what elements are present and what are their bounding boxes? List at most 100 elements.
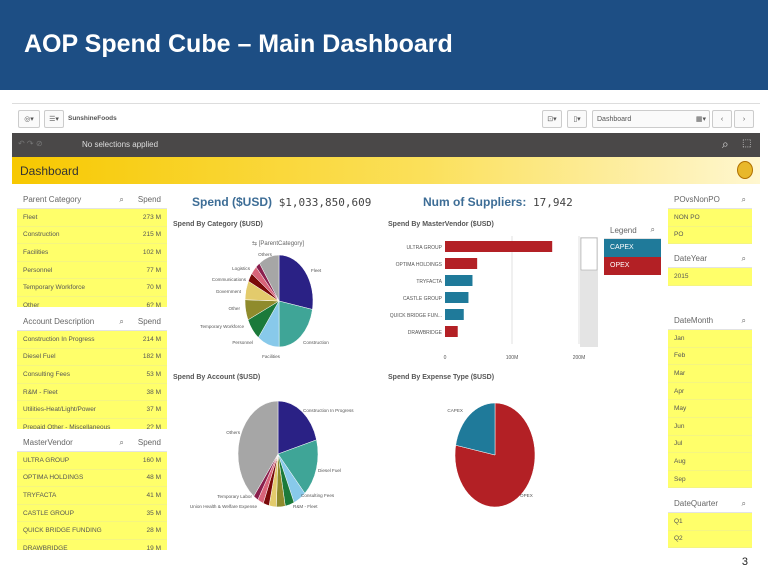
pie-slice[interactable]	[278, 254, 314, 310]
pie-slice[interactable]	[237, 400, 279, 497]
list-item[interactable]: Prepaid Other - Miscellaneous 2? M	[17, 418, 167, 429]
item-value: 53 M	[146, 370, 161, 378]
suppliers-value: 17,942	[533, 196, 573, 209]
item-value: 214 M	[142, 335, 161, 343]
filter-value[interactable]: Aug	[668, 453, 752, 471]
pie-slice[interactable]	[278, 300, 313, 348]
parent-category-listbox[interactable]: Parent Category ⌕ Spend Fleet 273 M Construct…	[17, 191, 167, 307]
list-item[interactable]: Temporary Workforce 70 M	[17, 279, 167, 297]
item-label: Prepaid Other - Miscellaneous	[23, 423, 111, 429]
list-item[interactable]: CASTLE GROUP 35 M	[17, 504, 167, 523]
list-item[interactable]: TRYFACTA 41 M	[17, 487, 167, 505]
sheet-selector[interactable]: Dashboard ▦▾	[592, 110, 710, 128]
expense-chart-title: Spend By Expense Type ($USD)	[388, 374, 495, 381]
list-item[interactable]: Facilities 102 M	[17, 244, 167, 262]
list-item[interactable]: Other 6? M	[17, 296, 167, 307]
filter-value[interactable]: Q2	[668, 530, 752, 549]
bar-label: ULTRA GROUP	[407, 245, 443, 251]
item-label: Personnel	[23, 266, 53, 274]
bar[interactable]	[445, 309, 464, 320]
value-label: Jun	[674, 422, 685, 430]
slice-label: R&M - Fleet	[293, 504, 318, 509]
list-item[interactable]: OPTIMA HOLDINGS 48 M	[17, 469, 167, 488]
filter-value[interactable]: May	[668, 400, 752, 418]
app-name: SunshineFoods	[68, 115, 117, 122]
pie-slice[interactable]	[277, 400, 317, 455]
list-item[interactable]: Consulting Fees 53 M	[17, 366, 167, 384]
list-item[interactable]: Construction 215 M	[17, 226, 167, 245]
selection-back-icon[interactable]: ↶ ↷ ⊘	[18, 139, 43, 148]
slice-label: Construction In Progress	[303, 408, 354, 413]
value-label: Jan	[674, 334, 685, 342]
list-item[interactable]: R&M - Fleet 38 M	[17, 383, 167, 402]
filter-value[interactable]: 2015	[668, 268, 752, 286]
x-tick-label: 100M	[506, 355, 519, 361]
search-icon[interactable]: ⌕	[119, 194, 124, 204]
pie-slice[interactable]	[455, 402, 496, 456]
present-button[interactable]: ⊡▾	[542, 110, 562, 128]
smart-select-icon[interactable]: ⬚	[742, 138, 752, 149]
measure-header[interactable]: Spend	[137, 317, 161, 326]
master-vendor-listbox[interactable]: MasterVendor ⌕ Spend ULTRA GROUP 160 M OPTIMA…	[17, 434, 167, 550]
list-item[interactable]: DRAWBRIDGE 19 M	[17, 539, 167, 550]
bar[interactable]	[445, 292, 469, 303]
filter-value[interactable]: NON PO	[668, 209, 752, 227]
list-menu-button[interactable]: ☰▾	[44, 110, 64, 128]
list-item[interactable]: Diesel Fuel 182 M	[17, 348, 167, 367]
search-icon[interactable]: ⌕	[119, 316, 124, 326]
bar[interactable]	[445, 326, 458, 337]
dateyear-filter[interactable]: DateYear ⌕ 2015	[668, 250, 752, 286]
previous-sheet-button[interactable]: ‹	[712, 110, 732, 128]
filter-value[interactable]: Jan	[668, 330, 752, 348]
item-value: 35 M	[146, 509, 161, 517]
list-item[interactable]: QUICK BRIDGE FUNDING 28 M	[17, 522, 167, 540]
bar[interactable]	[445, 258, 478, 269]
search-icon[interactable]: ⌕	[119, 437, 124, 447]
spend-value: $1,033,850,609	[278, 196, 372, 209]
filter-value[interactable]: Sep	[668, 470, 752, 488]
measure-header[interactable]: Spend	[137, 195, 161, 204]
navigation-menu-button[interactable]: ◎▾	[18, 110, 40, 128]
filter-value[interactable]: PO	[668, 226, 752, 244]
pie-slice[interactable]	[259, 254, 280, 302]
measure-header[interactable]: Spend	[137, 438, 161, 447]
filter-value[interactable]: Apr	[668, 382, 752, 401]
next-sheet-button[interactable]: ›	[734, 110, 754, 128]
account-description-listbox[interactable]: Account Description ⌕ Spend Construction In…	[17, 313, 167, 429]
povsnonpo-filter[interactable]: POvsNonPO ⌕ NON PO PO	[668, 191, 752, 244]
filter-value[interactable]: Jul	[668, 435, 752, 454]
pie-slice[interactable]	[277, 439, 319, 494]
legend-opex[interactable]: OPEX	[604, 257, 661, 275]
category-chart-title: Spend By Category ($USD)	[173, 221, 263, 228]
search-icon[interactable]: ⌕	[741, 498, 746, 508]
search-icon[interactable]: ⌕	[741, 253, 746, 263]
filter-value[interactable]: Mar	[668, 365, 752, 383]
scrollbar-thumb[interactable]	[580, 237, 598, 271]
list-item[interactable]: ULTRA GROUP 160 M	[17, 452, 167, 470]
sheets-icon: ▦▾	[695, 116, 706, 123]
search-icon[interactable]: ⌕	[650, 225, 655, 234]
search-icon[interactable]: ⌕	[741, 315, 746, 325]
filter-value[interactable]: Q1	[668, 513, 752, 531]
search-icon[interactable]: ⌕	[741, 194, 746, 204]
filter-value[interactable]: Feb	[668, 347, 752, 366]
item-value: 6? M	[146, 301, 161, 307]
datequarter-filter[interactable]: DateQuarter ⌕ Q1 Q2	[668, 495, 752, 550]
bar[interactable]	[445, 241, 553, 252]
list-item[interactable]: Construction In Progress 214 M	[17, 331, 167, 349]
search-icon[interactable]: ⌕	[722, 137, 729, 151]
bar[interactable]	[445, 275, 473, 286]
item-label: ULTRA GROUP	[23, 456, 70, 464]
list-item[interactable]: Fleet 273 M	[17, 209, 167, 227]
legend-listbox[interactable]: Legend ⌕ CAPEX OPEX	[604, 222, 661, 276]
list-item[interactable]: Personnel 77 M	[17, 261, 167, 280]
slice-label: Other	[229, 306, 241, 311]
legend-capex[interactable]: CAPEX	[604, 239, 661, 257]
value-label: Jul	[674, 440, 683, 448]
slice-label: CAPEX	[447, 408, 463, 413]
listbox-header: POvsNonPO ⌕	[668, 191, 752, 209]
list-item[interactable]: Utilities-Heat/Light/Power 37 M	[17, 401, 167, 419]
datemonth-filter[interactable]: DateMonth ⌕ Jan Feb Mar Apr May Jun Jul Aug Sep	[668, 312, 752, 488]
device-button[interactable]: ▯▾	[567, 110, 587, 128]
filter-value[interactable]: Jun	[668, 417, 752, 436]
